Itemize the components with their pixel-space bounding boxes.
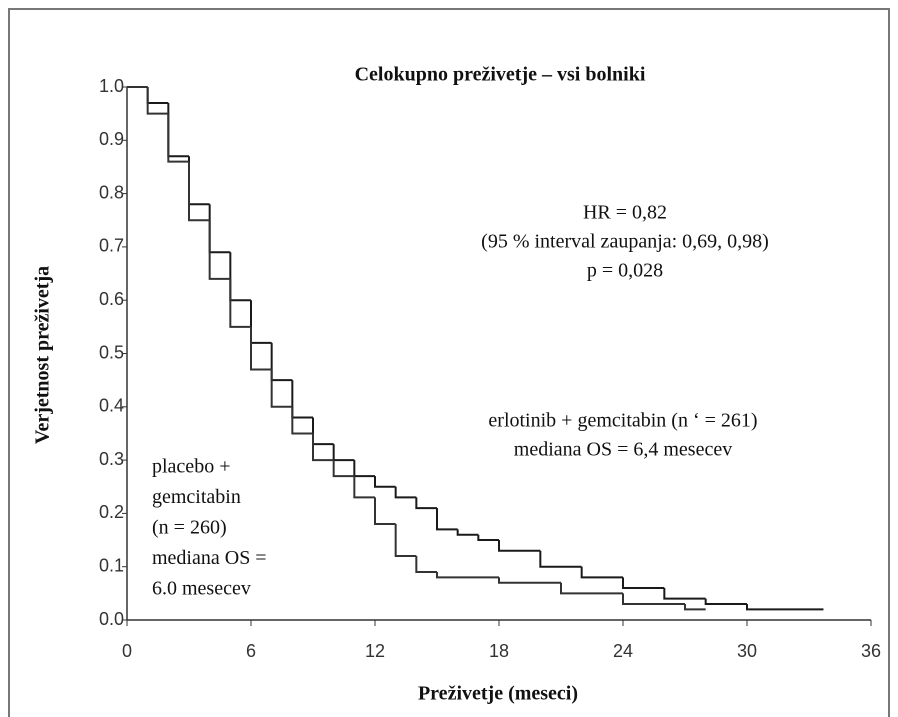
km-step [312, 433, 334, 462]
placebo-label: (n = 260) [152, 517, 227, 539]
km-step [498, 540, 541, 552]
y-tick-label: 0.7 [99, 236, 124, 256]
x-tick-label: 6 [246, 641, 256, 661]
x-tick-label: 0 [122, 641, 132, 661]
km-step [622, 577, 665, 590]
km-step [436, 508, 458, 531]
y-tick-label: 0.2 [99, 502, 124, 522]
km-step [374, 497, 396, 526]
x-tick-label: 36 [861, 641, 881, 661]
y-tick-label: 0.5 [99, 342, 124, 362]
km-step [208, 220, 231, 280]
y-tick-label: 0.4 [99, 396, 124, 416]
km-step [229, 278, 251, 328]
x-axis-label: Preživetje (meseci) [418, 683, 578, 705]
km-step [415, 497, 437, 510]
km-step [167, 113, 189, 163]
km-step [663, 588, 706, 600]
km-step [270, 369, 293, 408]
x-tick-label: 12 [365, 641, 385, 661]
y-axis-label: Verjetnost preživetja [32, 266, 54, 444]
y-tick-label: 0.9 [99, 129, 124, 149]
km-step [415, 556, 437, 574]
km-step [684, 604, 706, 611]
frame [8, 8, 890, 717]
y-tick-label: 0.6 [99, 289, 124, 309]
y-tick-label: 0.1 [99, 555, 124, 575]
km-step [622, 593, 685, 606]
erlotinib-label: erlotinib + gemcitabin (n ‘ = 261) [488, 410, 757, 432]
hr-annotation: (95 % interval zaupanja: 0,69, 0,98) [481, 231, 769, 253]
km-step [498, 577, 561, 584]
km-step [250, 326, 272, 371]
km-step [146, 87, 169, 115]
chart-title: Celokupno preživetje – vsi bolniki [355, 64, 646, 86]
y-tick-label: 0.3 [99, 449, 124, 469]
km-step [353, 476, 375, 499]
x-tick-label: 18 [489, 641, 509, 661]
km-step [374, 476, 396, 488]
y-tick-label: 0.8 [99, 182, 124, 202]
placebo-label: 6.0 mesecev [152, 578, 251, 600]
km-step [746, 604, 778, 611]
placebo-label: gemcitabin [152, 486, 241, 508]
y-tick-label: 0.0 [99, 609, 124, 629]
erlotinib-label: mediana OS = 6,4 mesecev [514, 439, 732, 461]
km-step [436, 572, 499, 579]
km-step [332, 460, 355, 478]
hr-annotation: HR = 0,82 [583, 202, 667, 224]
km-step [394, 524, 417, 558]
hr-annotation: p = 0,028 [587, 260, 663, 282]
km-step [704, 598, 747, 606]
km-step [580, 566, 623, 579]
km-step [539, 550, 582, 568]
km-step [291, 406, 313, 435]
label-mask [142, 437, 310, 612]
km-step [477, 534, 499, 542]
km-step [394, 486, 417, 499]
x-tick-label: 24 [613, 641, 633, 661]
placebo-label: placebo + [152, 456, 230, 478]
placebo-label: mediana OS = [152, 547, 267, 569]
km-step [560, 582, 623, 595]
km-curve [127, 86, 706, 611]
y-tick-label: 1.0 [99, 76, 124, 96]
km-step [188, 161, 210, 222]
x-tick-label: 30 [737, 641, 757, 661]
km-step [456, 529, 479, 536]
